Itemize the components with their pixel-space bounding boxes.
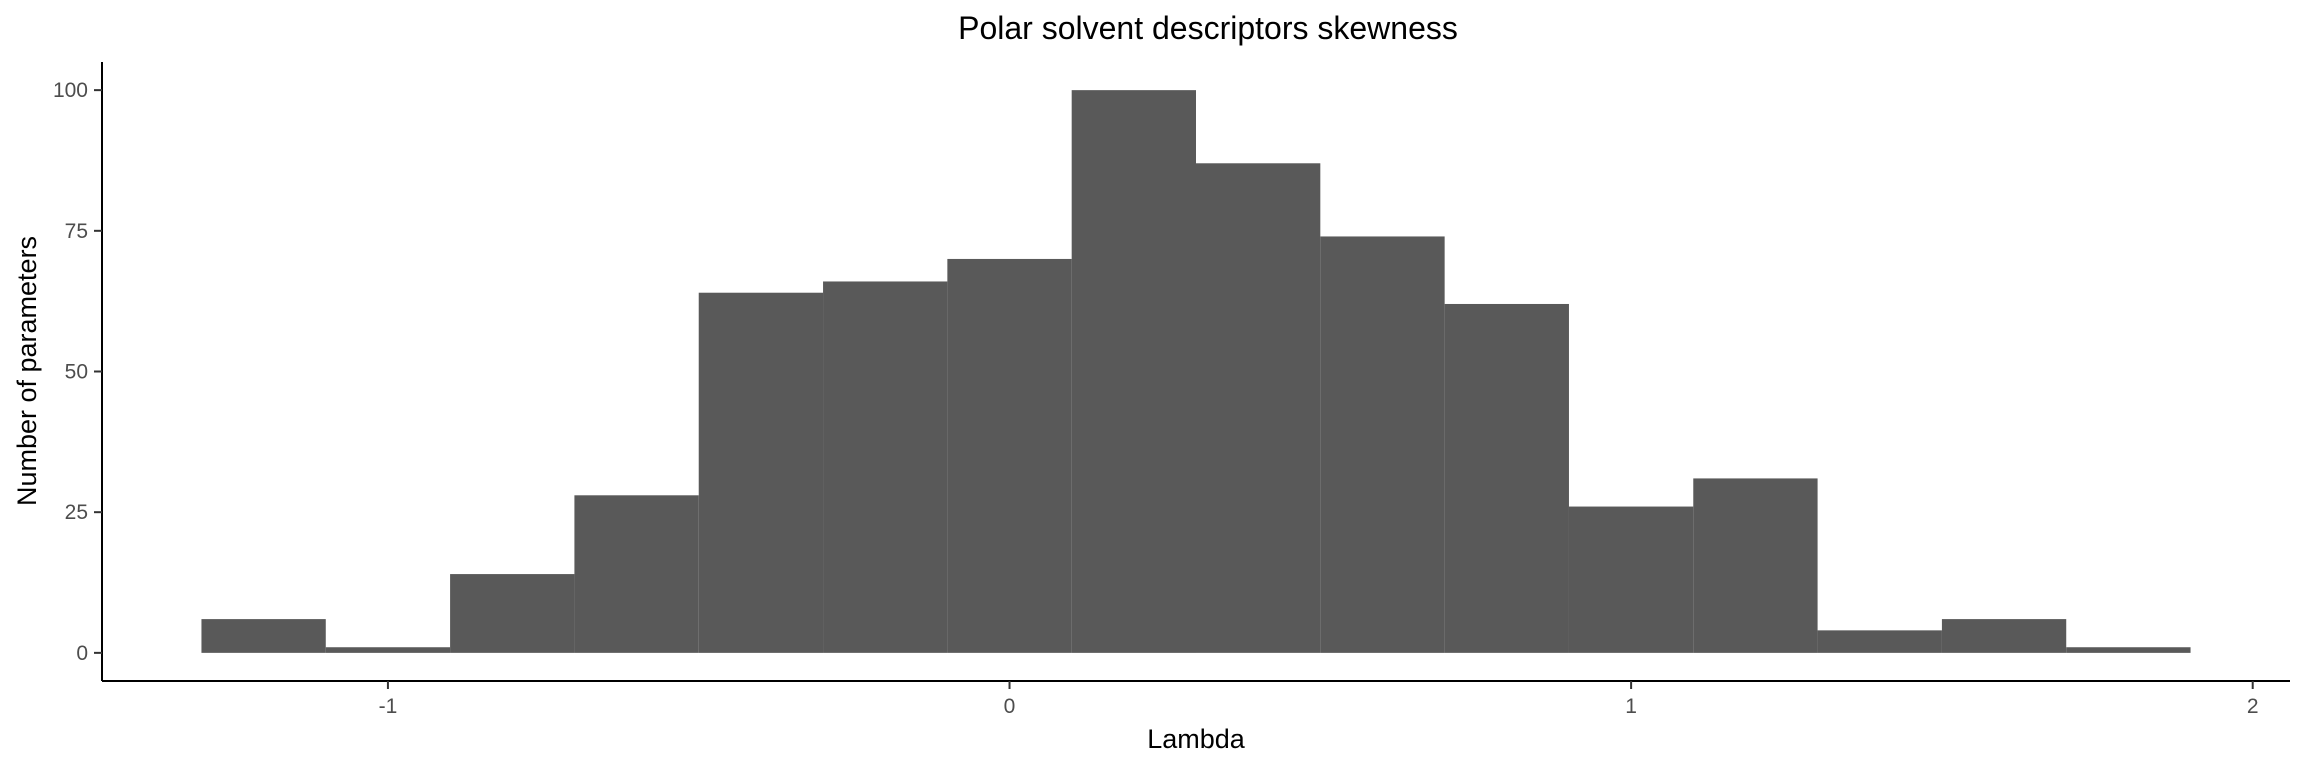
histogram-bar-14 (1941, 619, 2067, 653)
y-tick-label: 75 (65, 220, 88, 243)
histogram-bars (201, 90, 2191, 653)
x-tick-label: 1 (1625, 695, 1637, 718)
histogram-bar-15 (2066, 647, 2191, 653)
histogram-bar-11 (1568, 506, 1694, 653)
y-tick-label: 0 (76, 642, 88, 665)
histogram-bar-2 (450, 574, 575, 653)
histogram-bar-1 (325, 647, 451, 653)
x-axis-title: Lambda (1147, 724, 1246, 754)
histogram-bar-0 (201, 619, 326, 653)
chart-title: Polar solvent descriptors skewness (958, 10, 1458, 46)
histogram-bar-6 (947, 258, 1072, 653)
y-axis-title: Number of parameters (12, 236, 42, 506)
histogram-bar-3 (574, 495, 699, 653)
histogram-bar-8 (1196, 163, 1321, 653)
y-axis-ticks: 0 25 50 75 100 (53, 79, 102, 665)
histogram-bar-12 (1693, 478, 1818, 653)
x-tick-label: 2 (2247, 695, 2259, 718)
histogram-bar-10 (1444, 303, 1569, 653)
histogram-bar-5 (823, 281, 948, 653)
x-tick-label: -1 (379, 695, 398, 718)
y-tick-label: 50 (65, 361, 88, 384)
histogram-bar-7 (1071, 90, 1196, 653)
x-tick-label: 0 (1004, 695, 1016, 718)
histogram-bar-9 (1320, 236, 1445, 653)
y-tick-label: 100 (53, 79, 88, 102)
y-tick-label: 25 (65, 501, 88, 524)
histogram-bar-4 (698, 292, 824, 653)
histogram-bar-13 (1817, 630, 1942, 653)
x-axis-ticks: -1 0 1 2 (379, 681, 2259, 718)
